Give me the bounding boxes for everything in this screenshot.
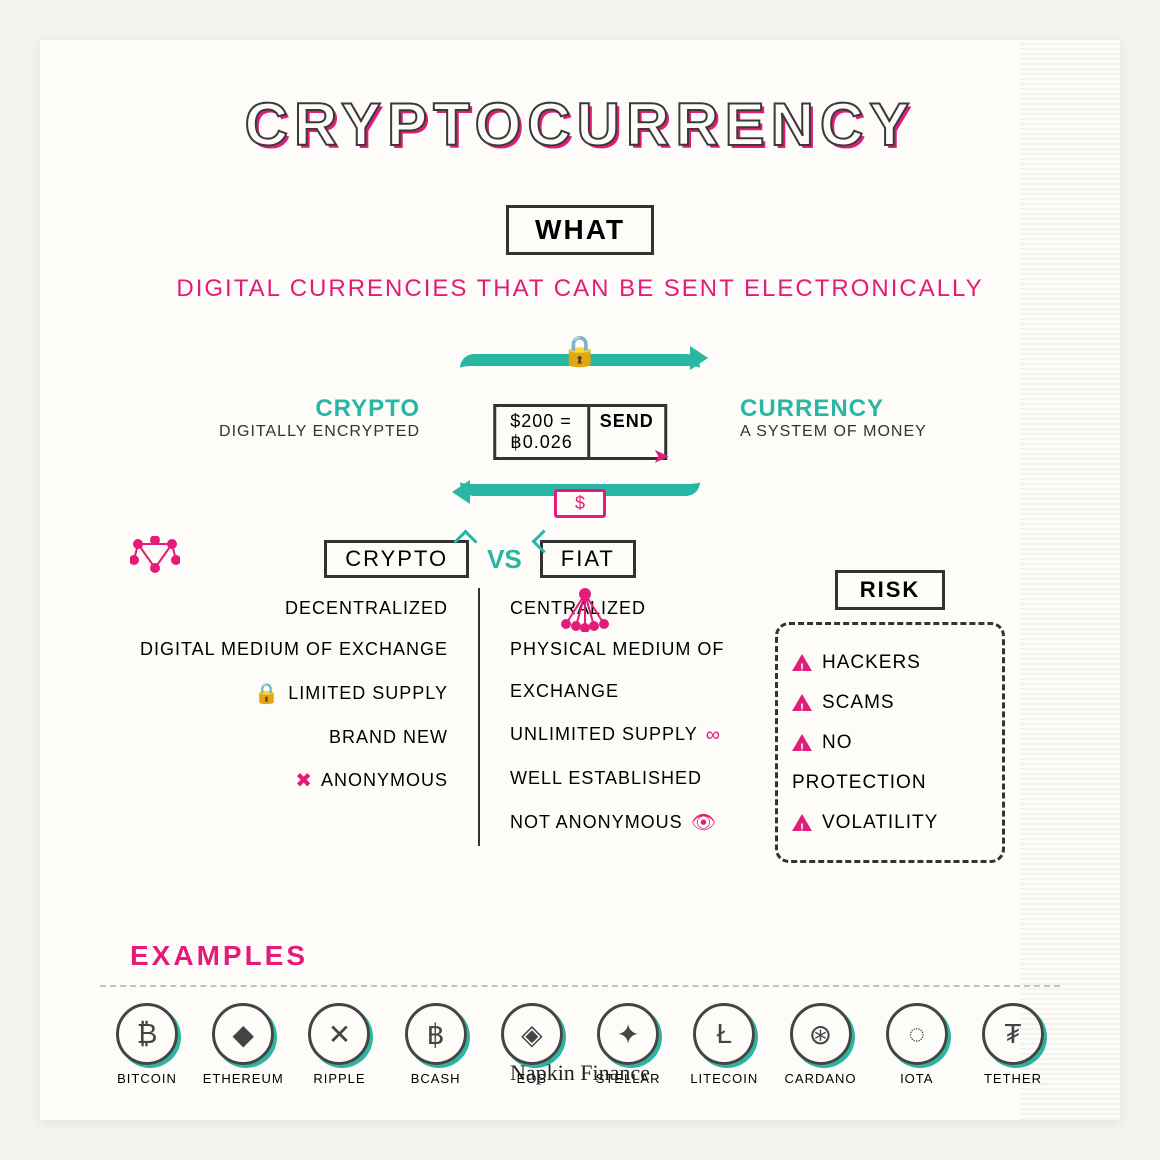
vs-row-item: ✖ANONYMOUS xyxy=(130,758,448,804)
warning-icon xyxy=(792,734,812,751)
page-title: CRYPTOCURRENCY xyxy=(40,90,1120,159)
cardano-icon: ⊛ xyxy=(790,1003,852,1065)
ethereum-icon: ◆ xyxy=(212,1003,274,1065)
exchange-value: $200 = ฿0.026 xyxy=(496,407,590,457)
vs-tag-fiat: FIAT xyxy=(540,540,636,578)
lock-icon: 🔒 xyxy=(561,334,598,369)
infinity-icon: ∞ xyxy=(698,724,729,746)
napkin-background: CRYPTOCURRENCY WHAT DIGITAL CURRENCIES T… xyxy=(40,40,1120,1120)
send-label: SEND xyxy=(600,411,654,431)
vs-table: DECENTRALIZED DIGITAL MEDIUM OF EXCHANGE… xyxy=(130,588,830,846)
def-currency-sub: A SYSTEM OF MONEY xyxy=(740,423,1000,441)
hub-icon xyxy=(560,588,610,640)
def-crypto-head: CRYPTO xyxy=(160,395,420,423)
risk-item: HACKERS xyxy=(792,643,988,683)
exchange-arrows: 🔒 $ $200 = ฿0.026 SEND ➤ xyxy=(440,340,720,510)
vs-row-item: 🔒LIMITED SUPPLY xyxy=(130,671,448,717)
def-crypto: CRYPTO DIGITALLY ENCRYPTED xyxy=(160,395,420,441)
dollar-bill-icon: $ xyxy=(554,489,606,518)
risk-ribbon: RISK xyxy=(835,570,946,610)
network-icon xyxy=(130,536,180,585)
cursor-icon: ➤ xyxy=(654,446,670,467)
examples-heading: EXAMPLES xyxy=(130,940,308,972)
litecoin-icon: Ł xyxy=(693,1003,755,1065)
vs-row-item: DIGITAL MEDIUM OF EXCHANGE xyxy=(130,629,448,670)
vs-row-item: BRAND NEW xyxy=(130,717,448,758)
def-crypto-sub: DIGITALLY ENCRYPTED xyxy=(160,423,420,441)
bitcoin-icon: ₿ xyxy=(116,1003,178,1065)
definition-row: CRYPTO DIGITALLY ENCRYPTED CURRENCY A SY… xyxy=(160,340,1000,510)
vs-header: CRYPTO VS FIAT xyxy=(130,540,830,578)
stellar-icon: ✦ xyxy=(597,1003,659,1065)
risk-box: HACKERS SCAMS NO PROTECTION VOLATILITY xyxy=(775,622,1005,863)
risk-item: NO PROTECTION xyxy=(792,723,988,803)
ripple-icon: ✕ xyxy=(308,1003,370,1065)
def-currency: CURRENCY A SYSTEM OF MONEY xyxy=(740,395,1000,441)
risk-item: SCAMS xyxy=(792,683,988,723)
risk-item: VOLATILITY xyxy=(792,803,988,843)
risk-section: RISK HACKERS SCAMS NO PROTECTION VOLATIL… xyxy=(775,570,1005,863)
def-currency-head: CURRENCY xyxy=(740,395,1000,423)
send-button[interactable]: SEND ➤ xyxy=(590,407,664,457)
footer-brand: Napkin Finance xyxy=(40,1060,1120,1086)
eos-icon: ◈ xyxy=(501,1003,563,1065)
vs-section: CRYPTO VS FIAT DECENTRALIZED DIGITAL MED… xyxy=(130,540,830,846)
iota-icon: ◌ xyxy=(886,1003,948,1065)
warning-icon xyxy=(792,694,812,711)
what-ribbon: WHAT xyxy=(506,205,654,255)
eye-crossed-icon: ✖ xyxy=(287,770,321,792)
warning-icon xyxy=(792,654,812,671)
vs-tag-crypto: CRYPTO xyxy=(324,540,469,578)
vs-col-crypto: DECENTRALIZED DIGITAL MEDIUM OF EXCHANGE… xyxy=(130,588,480,846)
what-subtitle: DIGITAL CURRENCIES THAT CAN BE SENT ELEC… xyxy=(40,275,1120,303)
eye-icon: 👁 xyxy=(683,812,725,834)
vs-label: VS xyxy=(487,544,522,575)
what-banner: WHAT xyxy=(40,205,1120,255)
lock-icon: 🔒 xyxy=(246,683,288,705)
bcash-icon: ฿ xyxy=(405,1003,467,1065)
tether-icon: ₮ xyxy=(982,1003,1044,1065)
warning-icon xyxy=(792,814,812,831)
send-box: $200 = ฿0.026 SEND ➤ xyxy=(493,404,667,460)
vs-row-item: DECENTRALIZED xyxy=(130,588,448,629)
